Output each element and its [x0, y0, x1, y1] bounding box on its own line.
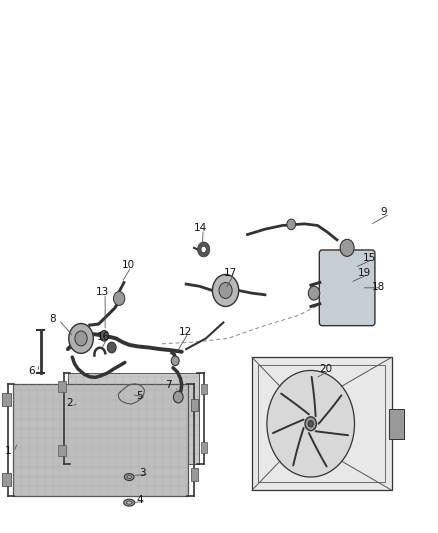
Bar: [58, 381, 66, 392]
Bar: [58, 445, 66, 456]
Text: 1: 1: [4, 446, 11, 456]
Text: 16: 16: [97, 332, 110, 342]
Bar: [258, 365, 385, 482]
Circle shape: [305, 417, 316, 431]
Circle shape: [219, 282, 232, 298]
Ellipse shape: [127, 501, 132, 504]
Text: 17: 17: [224, 268, 237, 278]
Circle shape: [308, 286, 320, 300]
Wedge shape: [198, 242, 210, 257]
Bar: [191, 399, 198, 411]
Bar: [201, 442, 207, 453]
Text: 2: 2: [67, 398, 73, 408]
Bar: [13, 384, 188, 496]
Ellipse shape: [124, 499, 134, 506]
Circle shape: [212, 274, 239, 306]
Text: 6: 6: [28, 366, 35, 376]
Ellipse shape: [124, 474, 134, 481]
Text: 20: 20: [320, 364, 333, 374]
Circle shape: [75, 331, 87, 346]
Circle shape: [173, 391, 183, 403]
Bar: [191, 468, 198, 481]
Text: 15: 15: [363, 253, 376, 263]
Text: 9: 9: [380, 207, 387, 217]
Text: 12: 12: [179, 327, 192, 337]
Text: 19: 19: [358, 268, 371, 278]
Circle shape: [69, 324, 93, 353]
Circle shape: [308, 421, 313, 427]
Bar: [389, 409, 404, 439]
Text: 18: 18: [371, 281, 385, 292]
Circle shape: [287, 219, 296, 230]
Bar: [2, 473, 11, 486]
Text: 4: 4: [137, 495, 143, 505]
Bar: [201, 384, 207, 394]
Ellipse shape: [127, 475, 131, 479]
Text: 13: 13: [95, 287, 109, 297]
Text: 3: 3: [139, 468, 146, 478]
Circle shape: [100, 330, 109, 341]
Bar: [252, 357, 392, 490]
Text: 5: 5: [137, 391, 143, 401]
Bar: [68, 373, 199, 464]
Text: 8: 8: [49, 313, 56, 324]
Text: 7: 7: [166, 380, 172, 390]
Circle shape: [113, 292, 125, 305]
Circle shape: [107, 342, 116, 353]
Text: 14: 14: [194, 223, 207, 233]
Circle shape: [340, 239, 354, 256]
Bar: [2, 393, 11, 406]
Circle shape: [171, 356, 179, 366]
Text: 10: 10: [122, 260, 135, 270]
Circle shape: [267, 370, 354, 477]
FancyBboxPatch shape: [319, 250, 375, 326]
